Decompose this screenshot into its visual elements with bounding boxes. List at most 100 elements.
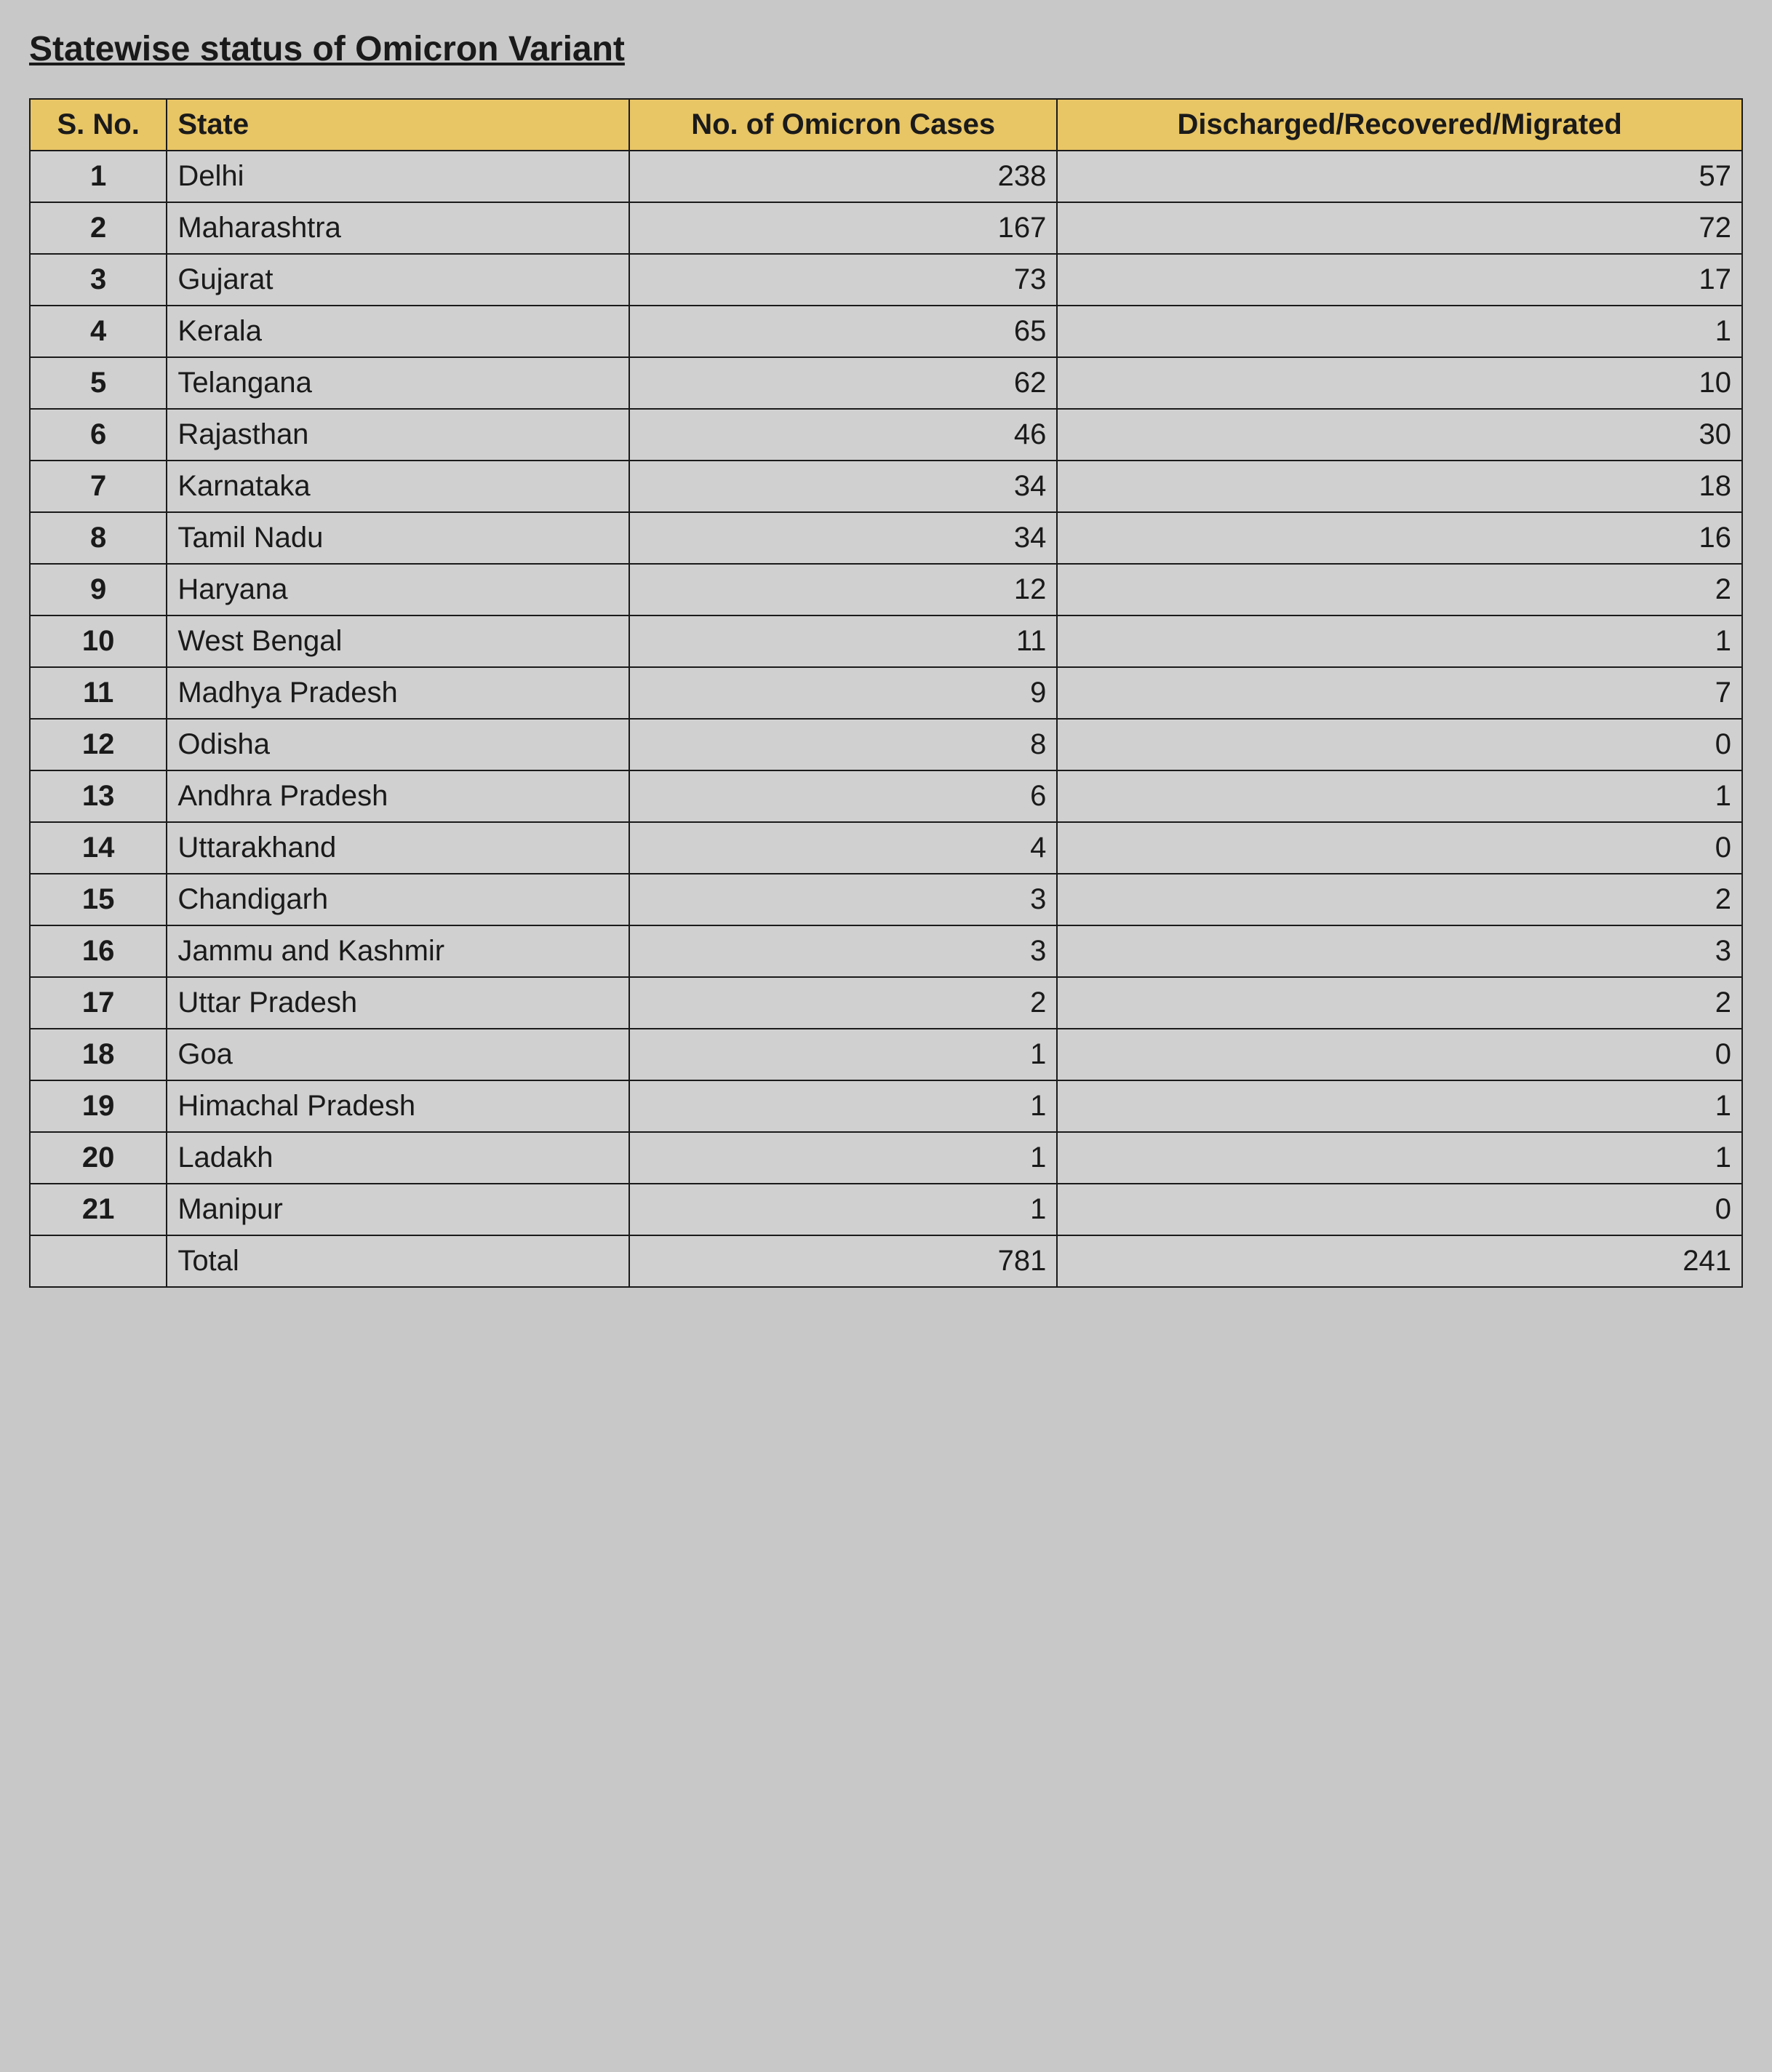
col-state: State <box>167 99 629 151</box>
cell-state: Chandigarh <box>167 874 629 925</box>
cell-state: Goa <box>167 1029 629 1080</box>
cell-recovered: 2 <box>1057 977 1742 1029</box>
table-row: 14Uttarakhand40 <box>30 822 1742 874</box>
cell-sno: 19 <box>30 1080 167 1132</box>
cell-state: Haryana <box>167 564 629 615</box>
cell-sno: 7 <box>30 461 167 512</box>
cell-sno: 13 <box>30 770 167 822</box>
table-row: 19Himachal Pradesh11 <box>30 1080 1742 1132</box>
cell-recovered: 17 <box>1057 254 1742 306</box>
table-row: 8Tamil Nadu3416 <box>30 512 1742 564</box>
table-row: 5Telangana6210 <box>30 357 1742 409</box>
table-row: 10West Bengal111 <box>30 615 1742 667</box>
table-row: 2Maharashtra16772 <box>30 202 1742 254</box>
cell-sno: 6 <box>30 409 167 461</box>
cell-recovered: 1 <box>1057 770 1742 822</box>
cell-state: Uttar Pradesh <box>167 977 629 1029</box>
cell-recovered: 18 <box>1057 461 1742 512</box>
cell-sno: 12 <box>30 719 167 770</box>
cell-state: Uttarakhand <box>167 822 629 874</box>
table-row: 11Madhya Pradesh97 <box>30 667 1742 719</box>
cell-state: West Bengal <box>167 615 629 667</box>
cell-recovered: 3 <box>1057 925 1742 977</box>
table-row: 13Andhra Pradesh61 <box>30 770 1742 822</box>
cell-sno: 20 <box>30 1132 167 1184</box>
cell-sno: 18 <box>30 1029 167 1080</box>
cell-recovered: 1 <box>1057 615 1742 667</box>
cell-recovered: 16 <box>1057 512 1742 564</box>
cell-cases: 9 <box>629 667 1058 719</box>
table-row: 9Haryana122 <box>30 564 1742 615</box>
cell-cases: 4 <box>629 822 1058 874</box>
cell-cases: 34 <box>629 461 1058 512</box>
cell-sno: 4 <box>30 306 167 357</box>
cell-state: Kerala <box>167 306 629 357</box>
cell-state: Odisha <box>167 719 629 770</box>
table-row: 6Rajasthan4630 <box>30 409 1742 461</box>
cell-cases: 62 <box>629 357 1058 409</box>
table-row: 3Gujarat7317 <box>30 254 1742 306</box>
cell-cases: 11 <box>629 615 1058 667</box>
cell-cases: 73 <box>629 254 1058 306</box>
col-recovered: Discharged/Recovered/Migrated <box>1057 99 1742 151</box>
cell-cases: 1 <box>629 1132 1058 1184</box>
cell-cases: 167 <box>629 202 1058 254</box>
cell-sno: 8 <box>30 512 167 564</box>
cell-state: Ladakh <box>167 1132 629 1184</box>
cell-total-label: Total <box>167 1235 629 1287</box>
table-header-row: S. No. State No. of Omicron Cases Discha… <box>30 99 1742 151</box>
cell-cases: 34 <box>629 512 1058 564</box>
cell-cases: 3 <box>629 874 1058 925</box>
cell-state: Rajasthan <box>167 409 629 461</box>
cell-sno: 1 <box>30 151 167 202</box>
omicron-table: S. No. State No. of Omicron Cases Discha… <box>29 98 1743 1288</box>
cell-recovered: 30 <box>1057 409 1742 461</box>
page-title: Statewise status of Omicron Variant <box>29 29 1743 69</box>
cell-state: Jammu and Kashmir <box>167 925 629 977</box>
cell-cases: 3 <box>629 925 1058 977</box>
cell-recovered: 0 <box>1057 822 1742 874</box>
cell-cases: 2 <box>629 977 1058 1029</box>
table-row: 12Odisha80 <box>30 719 1742 770</box>
cell-cases: 65 <box>629 306 1058 357</box>
cell-state: Telangana <box>167 357 629 409</box>
cell-sno: 14 <box>30 822 167 874</box>
cell-sno: 3 <box>30 254 167 306</box>
cell-recovered: 1 <box>1057 1080 1742 1132</box>
cell-state: Delhi <box>167 151 629 202</box>
cell-state: Himachal Pradesh <box>167 1080 629 1132</box>
cell-recovered: 0 <box>1057 1029 1742 1080</box>
cell-recovered: 7 <box>1057 667 1742 719</box>
cell-recovered: 2 <box>1057 564 1742 615</box>
cell-cases: 8 <box>629 719 1058 770</box>
cell-recovered: 0 <box>1057 719 1742 770</box>
cell-state: Karnataka <box>167 461 629 512</box>
cell-cases: 46 <box>629 409 1058 461</box>
cell-recovered: 1 <box>1057 1132 1742 1184</box>
cell-sno: 2 <box>30 202 167 254</box>
table-row: 1Delhi23857 <box>30 151 1742 202</box>
cell-sno: 10 <box>30 615 167 667</box>
cell-sno: 9 <box>30 564 167 615</box>
col-sno: S. No. <box>30 99 167 151</box>
cell-recovered: 2 <box>1057 874 1742 925</box>
table-row: 15Chandigarh32 <box>30 874 1742 925</box>
cell-state: Manipur <box>167 1184 629 1235</box>
cell-state: Gujarat <box>167 254 629 306</box>
table-row: 7Karnataka3418 <box>30 461 1742 512</box>
cell-sno: 11 <box>30 667 167 719</box>
cell-sno: 17 <box>30 977 167 1029</box>
table-row: 17Uttar Pradesh22 <box>30 977 1742 1029</box>
col-cases: No. of Omicron Cases <box>629 99 1058 151</box>
cell-total-cases: 781 <box>629 1235 1058 1287</box>
cell-cases: 12 <box>629 564 1058 615</box>
cell-recovered: 10 <box>1057 357 1742 409</box>
cell-sno: 15 <box>30 874 167 925</box>
cell-sno-total <box>30 1235 167 1287</box>
cell-recovered: 0 <box>1057 1184 1742 1235</box>
table-total-row: Total781241 <box>30 1235 1742 1287</box>
table-row: 18Goa10 <box>30 1029 1742 1080</box>
cell-state: Maharashtra <box>167 202 629 254</box>
cell-state: Andhra Pradesh <box>167 770 629 822</box>
table-row: 20Ladakh11 <box>30 1132 1742 1184</box>
